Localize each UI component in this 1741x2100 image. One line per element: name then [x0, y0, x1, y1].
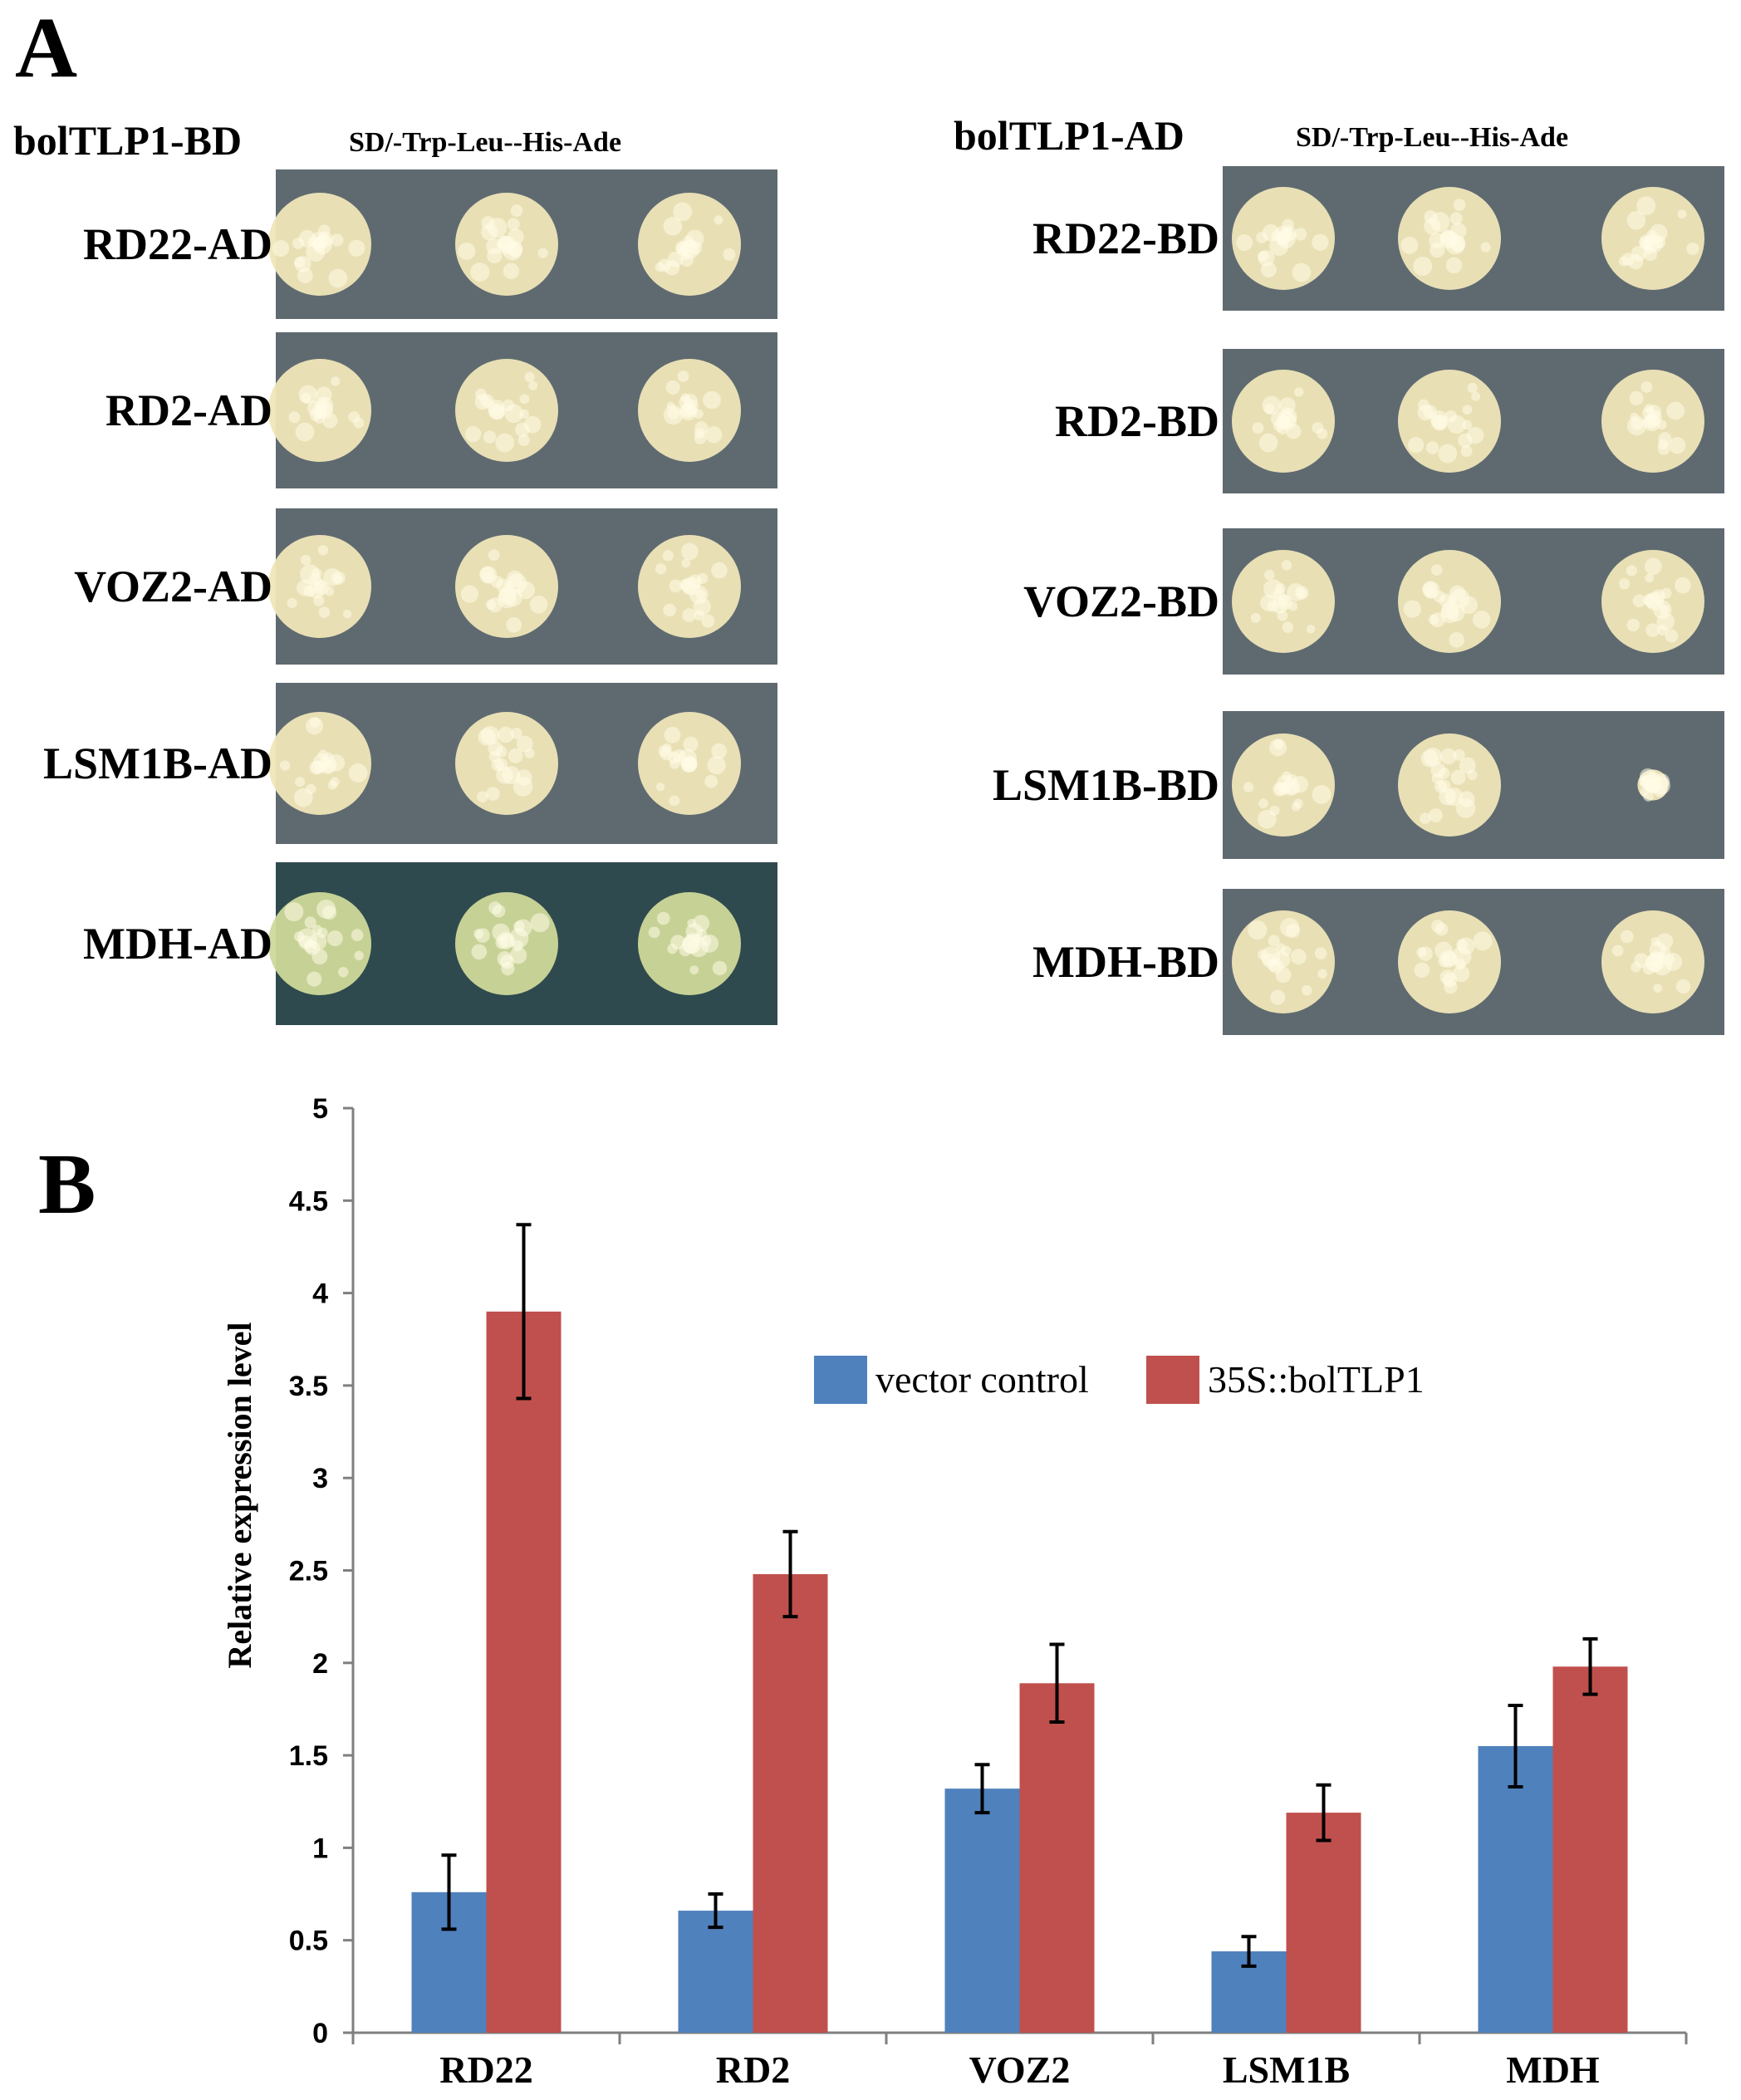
- panel-a-label: A: [15, 0, 77, 96]
- bar-overexpression: [1286, 1813, 1361, 2033]
- plate-row: MDH-BD: [1032, 889, 1724, 1035]
- error-bar: [1316, 1783, 1331, 1842]
- y-tick-label: 2.5: [289, 1556, 328, 1587]
- error-bar: [1049, 1642, 1065, 1725]
- plate-row: RD2-BD: [1055, 349, 1724, 493]
- plate-row-label: RD2-BD: [1055, 396, 1219, 446]
- bar-vector-control: [1478, 1745, 1553, 2033]
- y-axis: 0 0.5 1 1.5 2 2.5 3 3.5 4 4.5 5: [289, 1093, 355, 2049]
- legend-swatch: [814, 1356, 867, 1404]
- right-medium: SD/-Trp-Leu--His-Ade: [1296, 122, 1568, 153]
- y-axis-label: Relative expression level: [221, 1322, 258, 1669]
- plate-row-label: RD22-BD: [1032, 213, 1219, 263]
- y-tick-label: 4.5: [289, 1185, 328, 1217]
- error-bars: [441, 1223, 1598, 1968]
- legend-label: vector control: [875, 1358, 1089, 1401]
- plate-row-label: LSM1B-AD: [43, 738, 272, 788]
- bar-chart: 0 0.5 1 1.5 2 2.5 3 3.5 4 4.5 5 RD22 RD2 VOZ2 LSM1B MD…: [221, 1093, 1688, 2091]
- y-tick-label: 3: [312, 1463, 328, 1494]
- plate-row: VOZ2-BD: [1023, 528, 1724, 675]
- y-tick-label: 3.5: [289, 1371, 328, 1402]
- plate-row: RD2-AD: [105, 332, 777, 488]
- legend: vector control 35S::bolTLP1: [814, 1356, 1425, 1404]
- plate-row-label: RD2-AD: [105, 385, 272, 435]
- x-tick-label: RD2: [716, 2048, 790, 2091]
- right-plate-rows: RD22-BD RD2-BD VOZ2-BD LSM1B-BD MDH-BD: [993, 166, 1724, 1035]
- bar-overexpression: [1552, 1666, 1628, 2033]
- plate-row-label: LSM1B-BD: [993, 760, 1219, 810]
- bars: [411, 1311, 1628, 2033]
- plate-row: LSM1B-BD: [993, 711, 1724, 859]
- plate-row-label: VOZ2-BD: [1023, 577, 1219, 626]
- plate-row: RD22-BD: [1032, 166, 1724, 311]
- plate-row-label: MDH-AD: [83, 919, 272, 969]
- bar-vector-control: [944, 1788, 1020, 2033]
- bar-overexpression: [486, 1311, 562, 2033]
- y-tick-label: 0.5: [289, 1926, 328, 1957]
- x-axis: RD22 RD2 VOZ2 LSM1B MDH: [351, 2031, 1688, 2091]
- legend-label: 35S::bolTLP1: [1208, 1358, 1425, 1401]
- x-tick-label: RD22: [439, 2048, 532, 2091]
- y-tick-label: 5: [312, 1093, 328, 1125]
- bar-overexpression: [1019, 1683, 1095, 2033]
- left-medium: SD/-Trp-Leu--His-Ade: [349, 127, 621, 158]
- error-bar: [516, 1223, 532, 1401]
- error-bar: [1508, 1703, 1523, 1788]
- panel-b-label: B: [38, 1136, 96, 1232]
- y-tick-label: 0: [312, 2018, 328, 2049]
- y-tick-label: 1.5: [289, 1740, 328, 1772]
- plate-row-label: VOZ2-AD: [74, 562, 272, 611]
- error-bar: [708, 1892, 723, 1930]
- error-bar: [782, 1529, 798, 1619]
- bar-overexpression: [753, 1573, 828, 2033]
- error-bar: [1582, 1636, 1598, 1696]
- plate-row: LSM1B-AD: [43, 683, 777, 844]
- y-tick-label: 1: [312, 1833, 328, 1864]
- x-tick-label: LSM1B: [1223, 2048, 1350, 2091]
- y-tick-label: 4: [312, 1278, 328, 1310]
- y-tick-label: 2: [312, 1648, 328, 1680]
- plate-row: RD22-AD: [83, 169, 777, 319]
- x-tick-label: VOZ2: [969, 2048, 1071, 2091]
- plate-row-label: MDH-BD: [1032, 937, 1219, 987]
- bar-vector-control: [678, 1911, 753, 2033]
- plate-row: VOZ2-AD: [74, 508, 777, 665]
- left-header: bolTLP1-BD: [13, 117, 242, 164]
- x-tick-label: MDH: [1506, 2048, 1600, 2091]
- error-bar: [1241, 1935, 1257, 1968]
- left-plate-rows: RD22-AD RD2-AD VOZ2-AD LSM1B-AD MDH-AD: [43, 169, 777, 1025]
- error-bar: [441, 1853, 457, 1931]
- error-bar: [974, 1763, 990, 1815]
- plate-row: MDH-AD: [83, 862, 777, 1025]
- plate-row-label: RD22-AD: [83, 219, 272, 269]
- legend-swatch: [1146, 1356, 1199, 1404]
- right-header: bolTLP1-AD: [954, 112, 1184, 159]
